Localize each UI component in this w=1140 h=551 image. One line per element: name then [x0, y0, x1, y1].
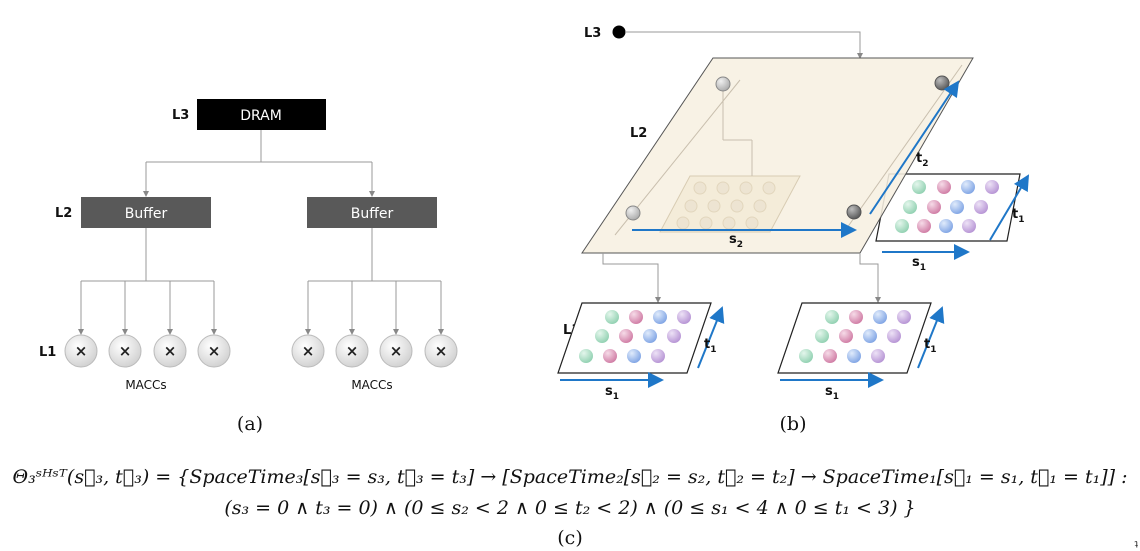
corner-mark: ʇ: [1134, 539, 1138, 549]
axis-s2-label: s2: [729, 232, 743, 250]
macc-unit: [291, 334, 325, 368]
macc-x-icon: ×: [75, 342, 88, 360]
formula-line-2: (s₃ = 0 ∧ t₃ = 0) ∧ (0 ≤ s₂ < 2 ∧ 0 ≤ t₂…: [224, 497, 916, 519]
dram-label: DRAM: [240, 108, 282, 124]
macc-unit: [108, 334, 142, 368]
panel-a-l2-label: L2: [55, 206, 72, 221]
l3-connector: [626, 31, 863, 59]
caption-a: (a): [237, 413, 263, 435]
l3-node: [612, 25, 626, 39]
axis-t1-right: t1: [924, 337, 936, 355]
axis-s1-left: s1: [605, 384, 619, 402]
macc-x-icon: ×: [435, 342, 448, 360]
maccs-label-left: MACCs: [125, 378, 166, 392]
macc-unit: [335, 334, 369, 368]
axis-t2-arrow: [869, 80, 960, 215]
axis-s1-right: s1: [825, 384, 839, 402]
axis-t1-left: t1: [704, 337, 716, 355]
dram-box: [197, 99, 326, 130]
axis-s1-back: s1: [912, 255, 926, 273]
caption-b: (b): [780, 413, 807, 435]
macc-x-icon: ×: [390, 342, 403, 360]
macc-unit: [64, 334, 98, 368]
panel-a-connectors: [78, 130, 444, 335]
buffer-box-right: [307, 197, 437, 228]
l1-grid-left: L1 s1 t1: [557, 302, 725, 402]
panel-b-l3-label: L3: [584, 26, 601, 41]
macc-x-icon: ×: [119, 342, 132, 360]
buffer-label-right: Buffer: [351, 206, 394, 222]
macc-x-icon: ×: [208, 342, 221, 360]
macc-x-icon: ×: [302, 342, 315, 360]
macc-x-icon: ×: [346, 342, 359, 360]
panel-b-spacetime: L3 s1 t1: [557, 25, 1030, 435]
pe-array: [895, 180, 999, 233]
macc-unit: [379, 334, 413, 368]
l2-pe: [625, 205, 641, 221]
maccs-label-right: MACCs: [351, 378, 392, 392]
l1-grid-back: s1 t1: [875, 173, 1030, 273]
macc-unit: [424, 334, 458, 368]
macc-group-right: × × × ×: [291, 334, 458, 368]
buffer-box-left: [81, 197, 211, 228]
macc-unit: [153, 334, 187, 368]
macc-unit: [197, 334, 231, 368]
macc-group-left: × × × ×: [64, 334, 231, 368]
l1-grid-right: s1 t1: [777, 302, 945, 402]
panel-a-l1-label: L1: [39, 345, 56, 360]
macc-x-icon: ×: [164, 342, 177, 360]
l2-pe: [715, 76, 731, 92]
panel-a-hierarchy: L3 DRAM L2 Buffer Buffer L1 × × × × × × …: [39, 99, 458, 435]
caption-c: (c): [557, 527, 583, 549]
l2-pe: [846, 204, 862, 220]
buffer-label-left: Buffer: [125, 206, 168, 222]
panel-a-l3-label: L3: [172, 108, 189, 123]
formula-line-1: Θ₃ˢᴴˢᵀ(s⃗₃, t⃗₃) = {SpaceTime₃[s⃗₃ = s₃,…: [12, 466, 1128, 488]
axis-t1-back: t1: [1012, 207, 1024, 225]
l2-to-l1-left: [602, 253, 661, 303]
l2-pe: [934, 75, 950, 91]
l2-to-l1-right: [859, 253, 881, 303]
axis-t2-label: t2: [916, 151, 928, 169]
panel-b-l2-label: L2: [630, 126, 647, 141]
